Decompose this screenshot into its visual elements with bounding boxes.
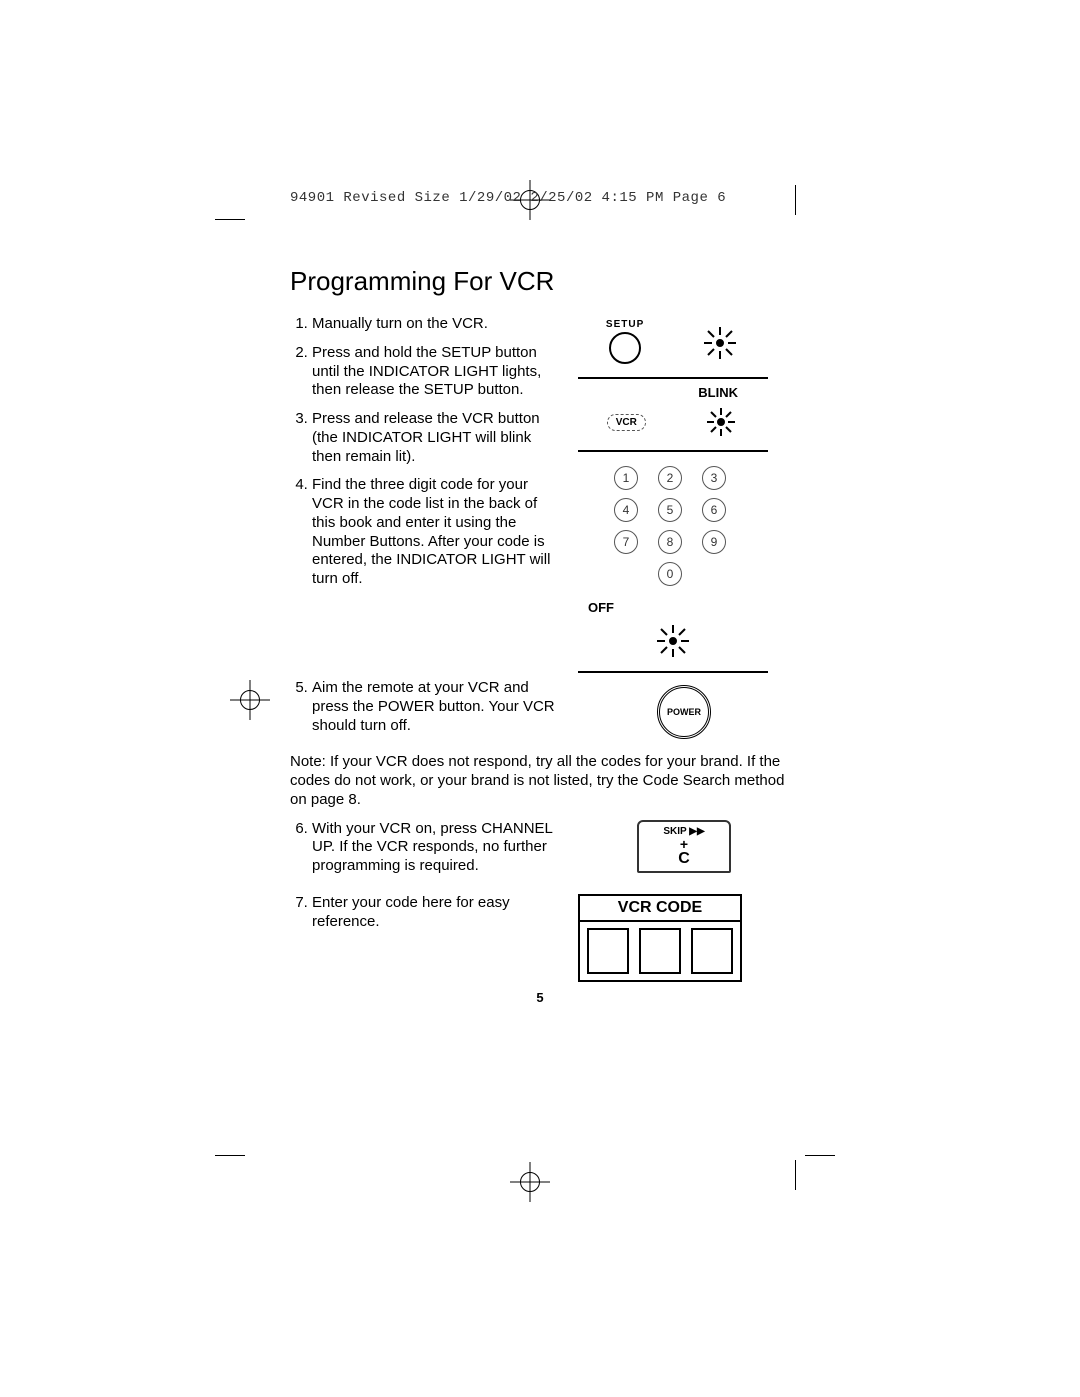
crop-tick — [795, 185, 796, 215]
vcr-code-box: VCR CODE — [578, 894, 742, 982]
light-burst-icon — [703, 404, 739, 440]
print-header: 94901 Revised Size 1/29/02 2/25/02 4:15 … — [290, 190, 790, 206]
key-6: 6 — [702, 498, 726, 522]
key-8: 8 — [658, 530, 682, 554]
plus-label: + — [639, 837, 729, 851]
key-5: 5 — [658, 498, 682, 522]
skip-label: SKIP ▶▶ — [639, 826, 729, 837]
crop-tick — [805, 1155, 835, 1156]
key-4: 4 — [614, 498, 638, 522]
setup-button-icon — [609, 332, 641, 364]
vcr-code-title: VCR CODE — [580, 896, 740, 922]
step-1: Manually turn on the VCR. — [312, 315, 560, 334]
step-5: Aim the remote at your VCR and press the… — [312, 679, 560, 735]
key-2: 2 — [658, 466, 682, 490]
light-burst-icon — [653, 621, 693, 661]
off-label: OFF — [578, 594, 768, 617]
light-burst-icon — [700, 323, 740, 363]
crop-tick — [215, 219, 245, 220]
step-6: With your VCR on, press CHANNEL UP. If t… — [312, 820, 560, 876]
channel-up-icon: SKIP ▶▶ + C — [637, 820, 731, 873]
code-cell-1 — [587, 928, 629, 974]
blink-label: BLINK — [578, 385, 768, 400]
code-cell-3 — [691, 928, 733, 974]
key-9: 9 — [702, 530, 726, 554]
note-text: Note: If your VCR does not respond, try … — [290, 753, 790, 809]
key-1: 1 — [614, 466, 638, 490]
power-button-icon: POWER — [657, 685, 711, 739]
document-page: 94901 Revised Size 1/29/02 2/25/02 4:15 … — [290, 190, 790, 1005]
keypad-icon: 1 2 3 4 5 6 7 8 9 0 — [578, 458, 768, 594]
key-0: 0 — [658, 562, 682, 586]
crop-mark-bottom — [510, 1162, 550, 1202]
step-7: Enter your code here for easy reference. — [312, 894, 560, 932]
step-3: Press and release the VCR button (the IN… — [312, 410, 560, 466]
code-cell-2 — [639, 928, 681, 974]
step-2: Press and hold the SETUP button until th… — [312, 344, 560, 400]
crop-tick — [215, 1155, 245, 1156]
key-7: 7 — [614, 530, 638, 554]
page-number: 5 — [290, 990, 790, 1005]
setup-label: SETUP — [606, 319, 644, 330]
step-4: Find the three digit code for your VCR i… — [312, 476, 560, 589]
vcr-button-icon: VCR — [607, 414, 646, 431]
crop-mark-left — [230, 680, 270, 720]
crop-tick — [795, 1160, 796, 1190]
c-label: C — [639, 851, 729, 867]
page-title: Programming For VCR — [290, 266, 790, 297]
key-3: 3 — [702, 466, 726, 490]
